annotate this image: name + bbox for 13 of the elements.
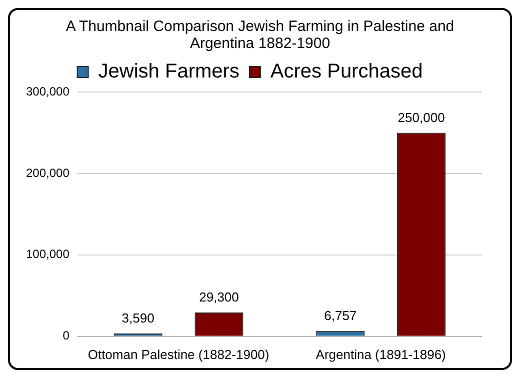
data-label: 6,757 [324,308,357,323]
x-tick-label: Ottoman Palestine (1882-1900) [88,346,270,362]
data-label: 250,000 [398,110,445,125]
data-label: 3,590 [122,310,154,326]
y-tick-label: 100,000 [26,247,70,262]
y-tick-label: 300,000 [26,84,70,98]
y-tick-label: 0 [62,328,70,343]
data-label: 29,300 [199,290,239,305]
x-tick-label: Argentina (1891-1896) [316,346,446,362]
legend-label: Acres Purchased [270,60,423,83]
chart-title: A Thumbnail Comparison Jewish Farming in Palestine and Argentina 1882-1900 [64,18,456,52]
legend-label: Jewish Farmers [98,60,240,83]
y-tick-label: 200,000 [26,166,70,180]
